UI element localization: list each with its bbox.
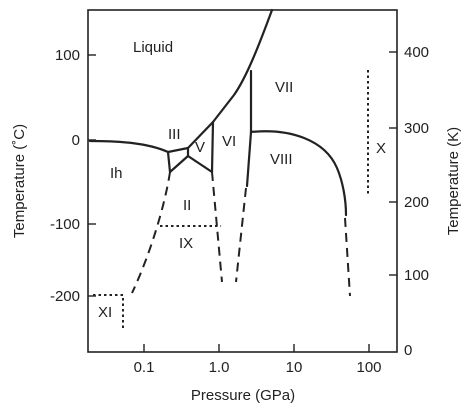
phase-label-viii: VIII <box>270 151 293 168</box>
x-tick-0.1: 0.1 <box>134 359 155 376</box>
y-left-tick-neg200: -200 <box>50 288 80 305</box>
phase-label-ih: Ih <box>110 165 123 182</box>
phase-label-xi: XI <box>98 304 112 321</box>
x-tick-1.0: 1.0 <box>209 359 230 376</box>
y-right-tick-0: 0 <box>404 342 412 359</box>
solid-boundaries <box>88 8 348 217</box>
dotted-boundaries <box>93 70 369 330</box>
y-left-tick-neg100: -100 <box>50 216 80 233</box>
phase-label-ix: IX <box>179 235 193 252</box>
y-left-axis-title: Temperature (˚C) <box>11 124 28 238</box>
y-right-tick-200: 200 <box>404 194 429 211</box>
phase-label-iii: III <box>168 126 181 143</box>
right-y-ticks <box>389 51 397 276</box>
x-tick-10: 10 <box>286 359 303 376</box>
y-left-tick-0: 0 <box>72 132 80 149</box>
y-right-tick-100: 100 <box>404 267 429 284</box>
phase-label-vii: VII <box>275 79 293 96</box>
x-ticks <box>143 344 370 352</box>
y-right-tick-300: 300 <box>404 120 429 137</box>
y-left-tick-100: 100 <box>55 47 80 64</box>
phase-label-v: V <box>195 139 205 156</box>
phase-label-ii: II <box>183 197 191 214</box>
plot-frame <box>87 9 398 353</box>
y-right-tick-400: 400 <box>404 44 429 61</box>
phase-label-liquid: Liquid <box>133 39 173 56</box>
x-tick-100: 100 <box>356 359 381 376</box>
y-right-axis-title: Temperature (K) <box>445 127 462 235</box>
phase-label-x: X <box>376 140 386 157</box>
left-y-ticks <box>88 54 96 297</box>
x-axis-title: Pressure (GPa) <box>191 387 295 404</box>
dashed-boundaries <box>131 171 351 297</box>
phase-label-vi: VI <box>222 133 236 150</box>
